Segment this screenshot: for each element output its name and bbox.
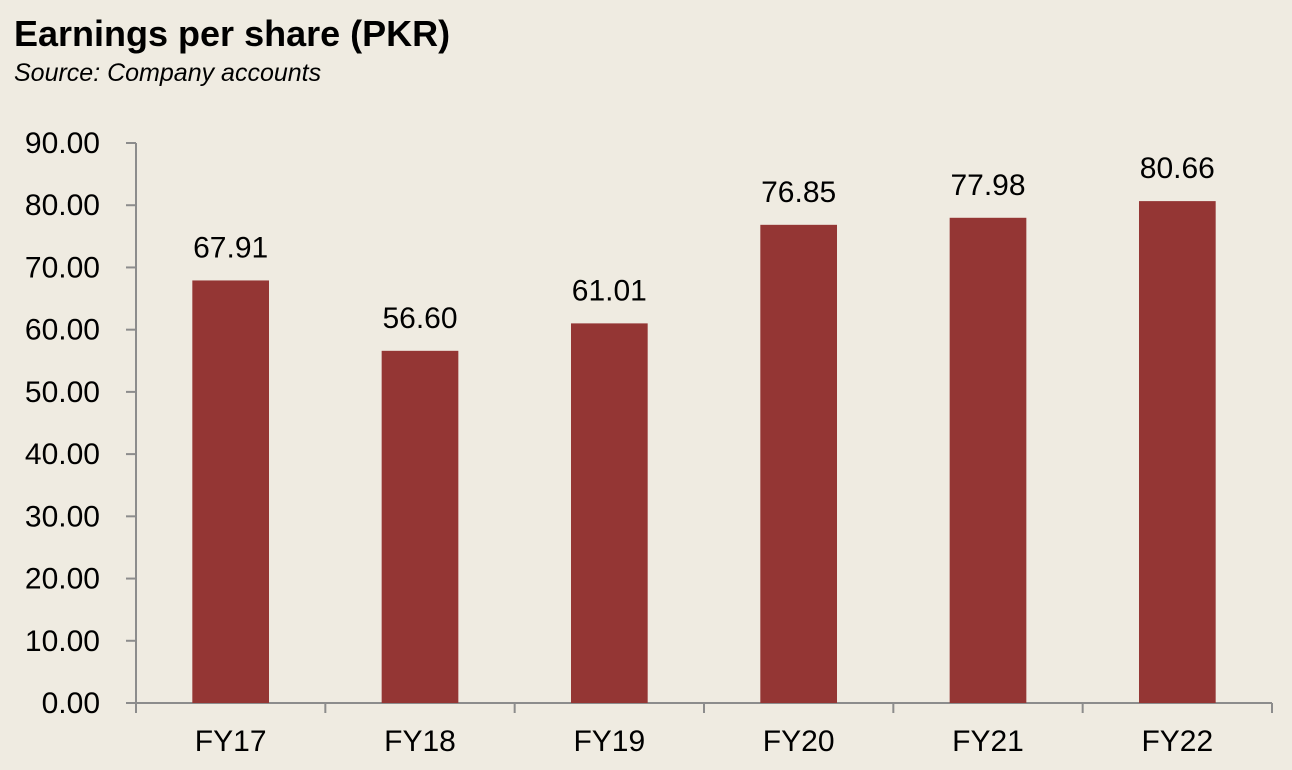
y-tick-label: 90.00: [25, 127, 100, 160]
x-axis: FY17 FY18 FY19 FY20 FY21 FY22: [135, 702, 1273, 758]
y-tick-label: 10.00: [25, 625, 100, 658]
data-label: 80.66: [1140, 152, 1215, 185]
x-tick-label: FY20: [763, 725, 835, 758]
bar-fy20: [760, 224, 838, 704]
y-tick-label: 20.00: [25, 563, 100, 596]
y-tick-label: 60.00: [25, 314, 100, 347]
data-label: 56.60: [382, 302, 457, 335]
x-tick-label: FY22: [1141, 725, 1213, 758]
bar-fy18: [381, 350, 459, 703]
y-axis: 0.00 10.00 20.00 30.00 40.00 50.00 60.00 70.00 8…: [25, 127, 137, 720]
bar-fy21: [949, 217, 1027, 703]
bars: [192, 201, 1216, 704]
data-label: 77.98: [950, 169, 1025, 202]
y-tick-label: 80.00: [25, 189, 100, 222]
data-label: 67.91: [193, 231, 268, 264]
data-labels: 67.91 56.60 61.01 76.85 77.98 80.66: [193, 152, 1215, 335]
bar-fy17: [192, 280, 270, 703]
y-tick-label: 70.00: [25, 251, 100, 284]
bar-fy19: [570, 323, 648, 703]
x-tick-label: FY19: [573, 725, 645, 758]
bar-fy22: [1138, 201, 1216, 704]
x-tick-label: FY17: [195, 725, 267, 758]
data-label: 76.85: [761, 176, 836, 209]
y-tick-label: 0.00: [42, 687, 100, 720]
y-tick-label: 40.00: [25, 438, 100, 471]
x-tick-label: FY18: [384, 725, 456, 758]
x-tick-label: FY21: [952, 725, 1024, 758]
data-label: 61.01: [572, 274, 647, 307]
y-tick-label: 50.00: [25, 376, 100, 409]
chart-subtitle: Source: Company accounts: [14, 59, 322, 87]
chart-title: Earnings per share (PKR): [14, 13, 451, 54]
y-tick-label: 30.00: [25, 500, 100, 533]
